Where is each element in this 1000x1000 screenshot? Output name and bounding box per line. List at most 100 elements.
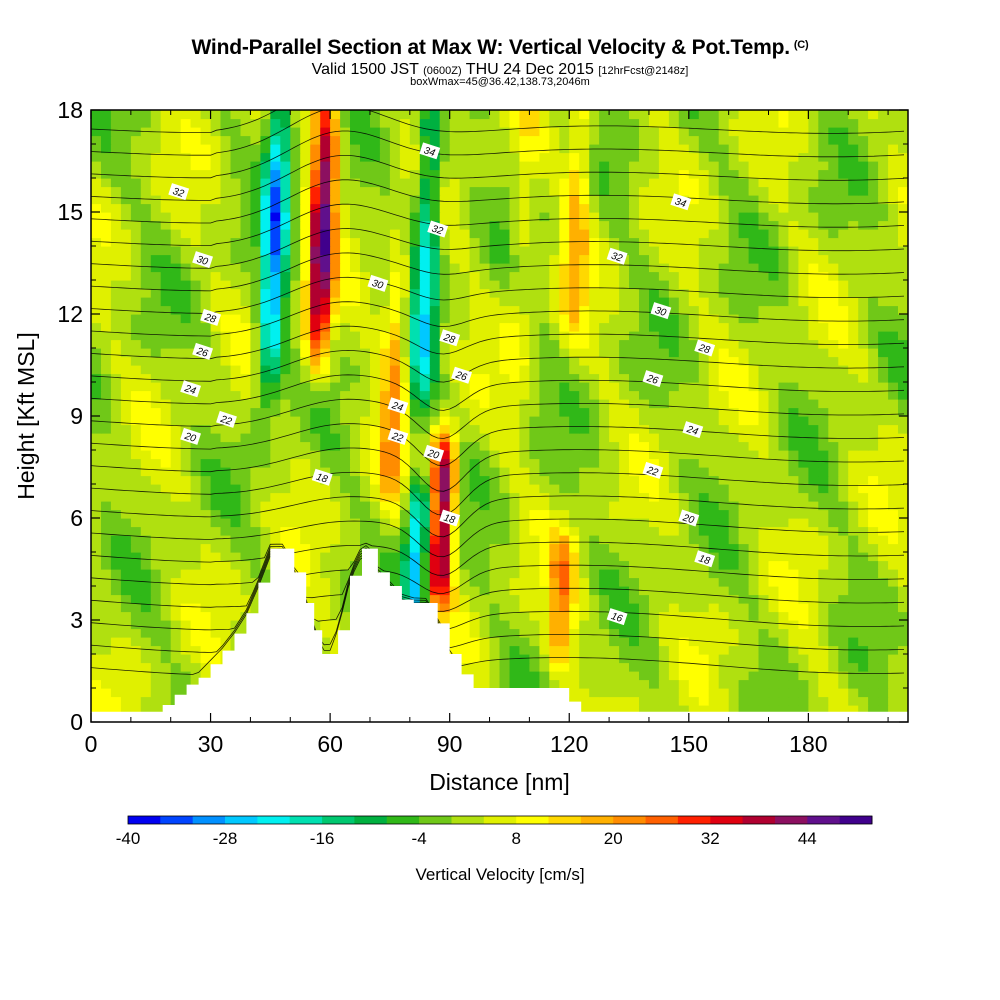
velocity-cell bbox=[748, 441, 760, 451]
velocity-cell bbox=[708, 399, 720, 409]
velocity-cell bbox=[389, 518, 401, 528]
velocity-cell bbox=[350, 518, 361, 528]
velocity-cell bbox=[589, 586, 600, 596]
velocity-cell bbox=[629, 552, 640, 562]
velocity-cell bbox=[340, 382, 351, 392]
velocity-cell bbox=[150, 246, 162, 256]
velocity-cell bbox=[898, 552, 908, 562]
velocity-cell bbox=[848, 679, 859, 689]
velocity-cell bbox=[449, 611, 461, 621]
velocity-cell bbox=[519, 475, 530, 485]
velocity-cell bbox=[200, 577, 212, 587]
velocity-cell bbox=[658, 679, 670, 689]
velocity-cell bbox=[778, 577, 790, 587]
velocity-cell bbox=[180, 492, 192, 502]
velocity-cell bbox=[609, 322, 620, 332]
velocity-cell bbox=[200, 637, 212, 647]
velocity-cell bbox=[350, 569, 361, 579]
velocity-cell bbox=[519, 212, 530, 222]
velocity-cell bbox=[688, 212, 700, 222]
velocity-cell bbox=[409, 552, 421, 562]
velocity-cell bbox=[130, 407, 142, 417]
velocity-cell bbox=[479, 339, 491, 349]
velocity-cell bbox=[629, 305, 640, 315]
velocity-cell bbox=[170, 322, 182, 332]
velocity-cell bbox=[579, 586, 590, 596]
velocity-cell bbox=[210, 263, 222, 273]
velocity-cell bbox=[300, 543, 311, 553]
velocity-cell bbox=[758, 416, 770, 426]
velocity-cell bbox=[688, 645, 700, 655]
velocity-cell bbox=[818, 688, 829, 698]
velocity-cell bbox=[240, 297, 252, 307]
velocity-cell bbox=[180, 467, 192, 477]
velocity-cell bbox=[868, 679, 879, 689]
velocity-cell bbox=[688, 331, 700, 341]
velocity-cell bbox=[698, 662, 710, 672]
velocity-cell bbox=[658, 365, 670, 375]
velocity-cell bbox=[120, 416, 132, 426]
velocity-cell bbox=[419, 526, 431, 536]
velocity-cell bbox=[290, 433, 301, 443]
velocity-cell bbox=[788, 254, 799, 264]
velocity-cell bbox=[668, 637, 680, 647]
velocity-cell bbox=[818, 467, 829, 477]
velocity-cell bbox=[678, 373, 690, 383]
velocity-cell bbox=[758, 543, 770, 553]
velocity-cell bbox=[698, 577, 710, 587]
velocity-cell bbox=[379, 526, 391, 536]
velocity-cell bbox=[399, 416, 411, 426]
velocity-cell bbox=[340, 475, 351, 485]
velocity-cell bbox=[549, 458, 560, 468]
velocity-cell bbox=[230, 518, 242, 528]
velocity-cell bbox=[101, 263, 112, 273]
velocity-cell bbox=[489, 356, 501, 366]
velocity-cell bbox=[589, 322, 600, 332]
velocity-cell bbox=[280, 339, 291, 349]
velocity-cell bbox=[210, 305, 222, 315]
velocity-cell bbox=[639, 322, 650, 332]
velocity-cell bbox=[429, 560, 441, 570]
velocity-cell bbox=[439, 577, 451, 587]
velocity-cell bbox=[509, 679, 521, 689]
velocity-cell bbox=[878, 484, 889, 494]
velocity-cell bbox=[658, 560, 670, 570]
velocity-cell bbox=[101, 645, 112, 655]
velocity-cell bbox=[509, 586, 521, 596]
velocity-cell bbox=[230, 543, 242, 553]
velocity-cell bbox=[499, 288, 511, 298]
velocity-cell bbox=[539, 212, 550, 222]
velocity-cell bbox=[768, 339, 780, 349]
velocity-cell bbox=[170, 356, 182, 366]
velocity-cell bbox=[509, 433, 521, 443]
velocity-cell bbox=[559, 552, 570, 562]
velocity-cell bbox=[778, 662, 790, 672]
velocity-cell bbox=[898, 407, 908, 417]
velocity-cell bbox=[708, 390, 720, 400]
velocity-cell bbox=[330, 416, 341, 426]
velocity-cell bbox=[629, 535, 640, 545]
velocity-cell bbox=[91, 611, 102, 621]
velocity-cell bbox=[350, 212, 361, 222]
velocity-cell bbox=[350, 314, 361, 324]
velocity-cell bbox=[489, 577, 501, 587]
velocity-cell bbox=[579, 433, 590, 443]
velocity-cell bbox=[559, 229, 570, 239]
velocity-cell bbox=[479, 441, 491, 451]
velocity-cell bbox=[489, 594, 501, 604]
velocity-cell bbox=[758, 348, 770, 358]
velocity-cell bbox=[150, 620, 162, 630]
velocity-cell bbox=[688, 237, 700, 247]
velocity-cell bbox=[798, 611, 809, 621]
velocity-cell bbox=[828, 688, 839, 698]
velocity-cell bbox=[389, 271, 401, 281]
velocity-cell bbox=[180, 645, 192, 655]
velocity-cell bbox=[280, 399, 291, 409]
velocity-cell bbox=[180, 671, 192, 681]
velocity-cell bbox=[379, 246, 391, 256]
velocity-cell bbox=[170, 552, 182, 562]
velocity-cell bbox=[678, 484, 690, 494]
velocity-cell bbox=[818, 237, 829, 247]
velocity-cell bbox=[698, 271, 710, 281]
velocity-cell bbox=[210, 552, 222, 562]
